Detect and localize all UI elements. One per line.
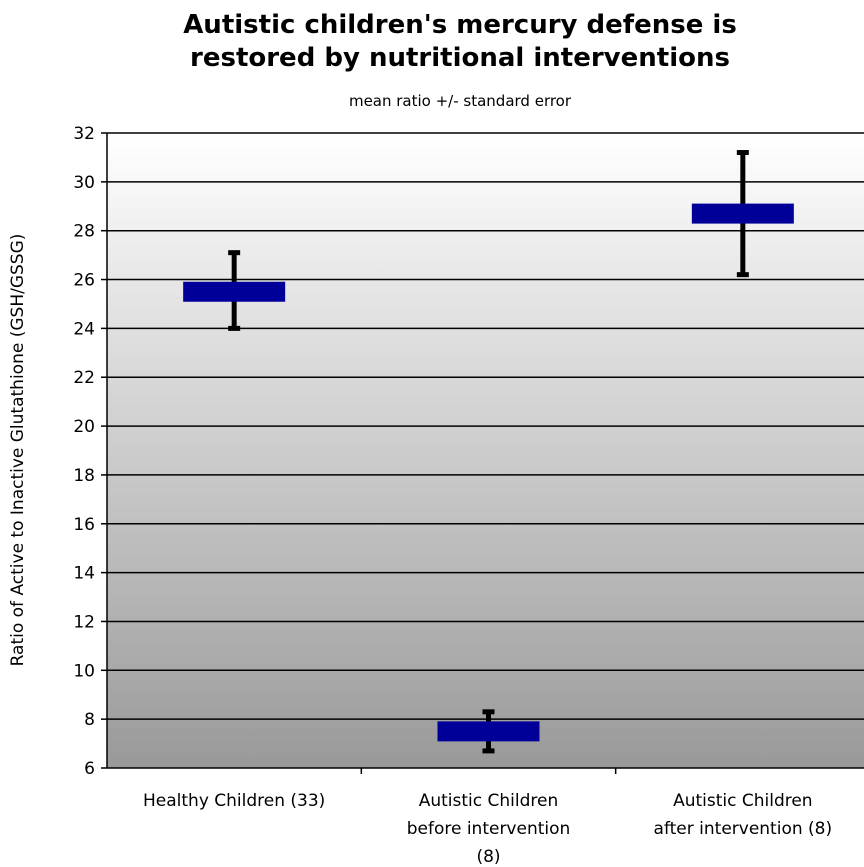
x-tick-label: after intervention (8) [654,819,833,839]
y-tick-label: 10 [73,661,95,681]
y-tick-label: 30 [73,173,95,193]
y-tick-label: 18 [73,466,95,486]
chart-subtitle: mean ratio +/- standard error [348,92,572,110]
data-marker [691,203,794,224]
chart-title-line-1: Autistic children's mercury defense is [183,10,737,40]
y-tick-label: 24 [73,319,95,339]
y-tick-label: 12 [73,612,95,632]
data-marker [183,281,286,302]
y-tick-label: 32 [73,124,95,144]
y-tick-label: 28 [73,222,95,242]
x-tick-label: Autistic Children [419,791,559,811]
chart-title-line-2: restored by nutritional interventions [190,43,730,73]
y-tick-label: 6 [84,759,95,779]
x-tick-label: (8) [476,847,500,867]
y-tick-label: 26 [73,271,95,291]
x-tick-label: Healthy Children (33) [143,791,325,811]
y-tick-label: 14 [73,564,95,584]
data-marker [437,721,540,742]
y-tick-label: 20 [73,417,95,437]
y-tick-label: 8 [84,710,95,730]
y-tick-label: 16 [73,515,95,535]
plot-background [107,133,864,768]
y-tick-label: 22 [73,368,95,388]
x-tick-label: before intervention [407,819,571,839]
x-tick-label: Autistic Children [673,791,813,811]
